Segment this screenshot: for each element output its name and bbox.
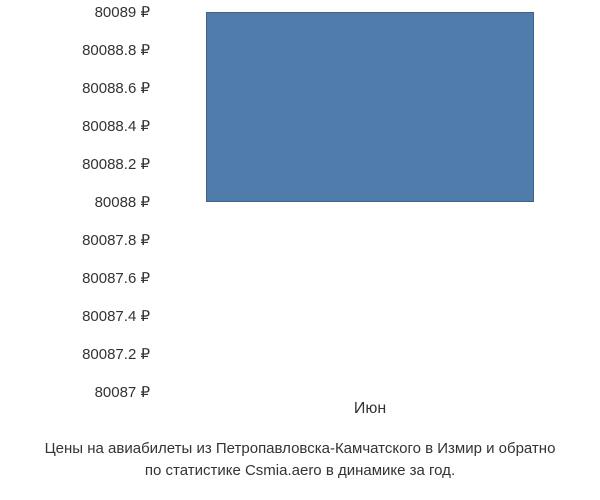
caption-line-1: Цены на авиабилеты из Петропавловска-Кам… [0,440,600,457]
x-tick-label: Июн [354,400,386,418]
y-tick-label: 80088.6 ₽ [0,79,150,97]
y-tick-label: 80088.2 ₽ [0,155,150,173]
y-tick-label: 80088.4 ₽ [0,117,150,135]
bar [206,12,534,202]
y-tick-label: 80087 ₽ [0,383,150,401]
y-tick-label: 80088.8 ₽ [0,41,150,59]
y-tick-label: 80089 ₽ [0,3,150,21]
y-tick-label: 80087.2 ₽ [0,345,150,363]
y-tick-label: 80087.8 ₽ [0,231,150,249]
y-tick-label: 80088 ₽ [0,193,150,211]
chart-container: Июн Цены на авиабилеты из Петропавловска… [0,0,600,500]
caption-line-2: по статистике Csmia.aero в динамике за г… [0,462,600,479]
y-tick-label: 80087.4 ₽ [0,307,150,325]
y-tick-label: 80087.6 ₽ [0,269,150,287]
plot-area: Июн [160,12,580,392]
